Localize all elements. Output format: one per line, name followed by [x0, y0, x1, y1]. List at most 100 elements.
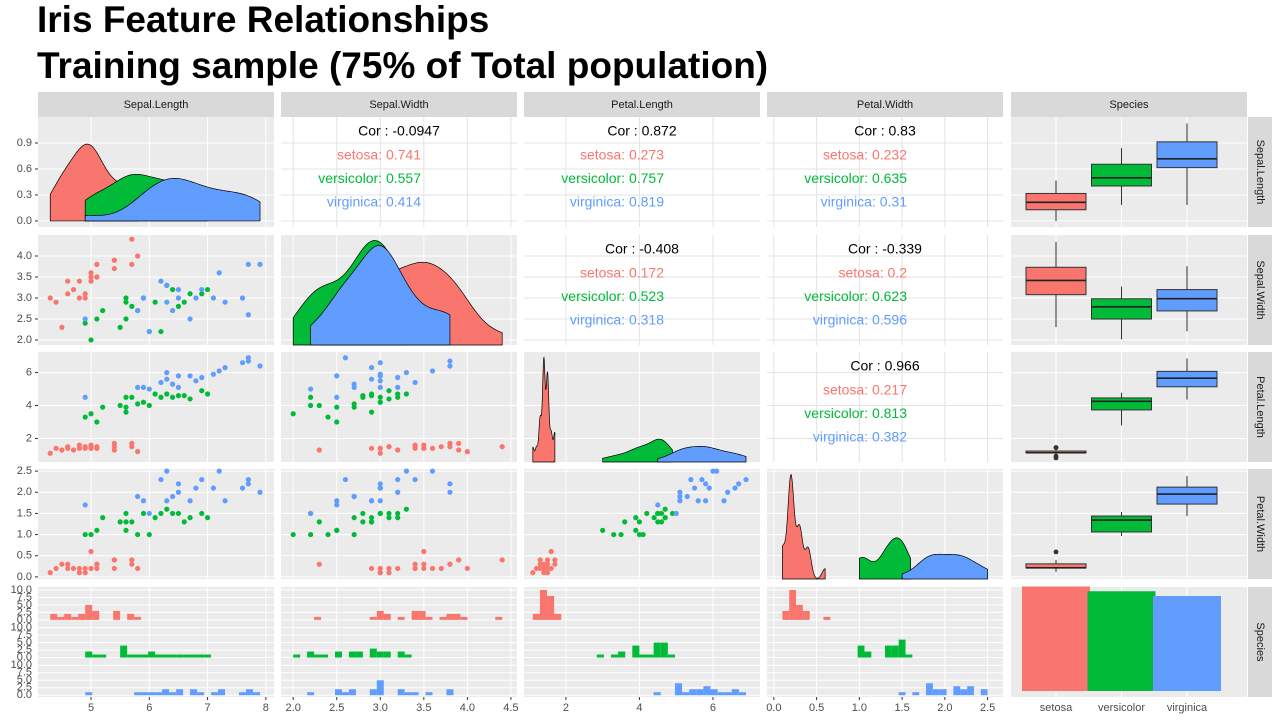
histogram-bar [383, 651, 391, 658]
y-tick-label: 3.0 [17, 292, 32, 304]
histogram-bar [253, 692, 261, 696]
point [129, 303, 135, 309]
density [901, 553, 988, 580]
point [544, 561, 551, 567]
point [308, 510, 314, 517]
point [464, 449, 470, 455]
histogram-bar [341, 692, 349, 696]
point [111, 557, 117, 563]
histogram-bar [596, 654, 604, 658]
point [456, 447, 462, 453]
point [53, 299, 59, 305]
point [94, 565, 100, 572]
point [334, 502, 340, 508]
y-tick-label: 2.0 [17, 486, 32, 498]
point [187, 291, 193, 297]
box [1091, 163, 1152, 187]
point [210, 485, 216, 491]
point [736, 481, 742, 487]
point [618, 531, 624, 538]
x-tick-label: 2.5 [980, 702, 995, 714]
histogram-bar [176, 654, 184, 658]
point [140, 498, 147, 504]
point [47, 570, 53, 576]
y-tick-label: 0.0 [17, 651, 32, 663]
point [684, 493, 690, 500]
y-tick-label: 0.0 [17, 614, 32, 626]
x-tick-label: 2.0 [286, 702, 301, 714]
point [135, 384, 141, 391]
point [164, 369, 170, 376]
strip [1248, 117, 1272, 227]
point [181, 299, 187, 305]
point [140, 399, 147, 405]
point [94, 561, 100, 567]
strip-label: Petal.Length [1254, 376, 1266, 438]
histogram-bar [314, 616, 322, 620]
point [438, 565, 444, 572]
y-tick-label: 7.5 [17, 667, 32, 679]
histogram-bar [646, 654, 654, 658]
point [175, 295, 182, 301]
point [129, 557, 135, 563]
histogram-bar [348, 651, 356, 658]
point [70, 447, 77, 453]
point [82, 295, 88, 301]
histogram-bar [411, 610, 419, 620]
x-tick-label: 0.0 [766, 702, 781, 714]
point [88, 565, 94, 572]
point [146, 386, 152, 392]
point [111, 447, 117, 453]
panel [281, 352, 517, 462]
point [94, 419, 100, 425]
point [360, 394, 366, 400]
histogram-bar [197, 692, 205, 696]
histogram-bar [453, 613, 461, 620]
histogram-bar [162, 654, 170, 658]
y-tick-label: 4.0 [17, 250, 32, 262]
point [308, 386, 314, 392]
point [386, 510, 392, 517]
histogram-bar [355, 651, 363, 658]
point [377, 485, 383, 491]
strip [1248, 469, 1272, 579]
histogram-bar [618, 651, 626, 658]
point [447, 358, 453, 364]
point [316, 402, 322, 409]
point [429, 468, 436, 474]
point [111, 565, 117, 572]
point [421, 548, 427, 555]
histogram-bar [696, 689, 704, 696]
histogram-bar [980, 689, 988, 696]
point [245, 355, 251, 361]
x-tick-label: 2.0 [937, 702, 952, 714]
point [308, 394, 314, 400]
outlier [1053, 453, 1059, 459]
histogram-bar [547, 595, 555, 620]
histogram-bar [905, 654, 913, 658]
point [164, 468, 170, 474]
histogram-bar [376, 680, 384, 696]
point [714, 468, 720, 474]
point [533, 565, 540, 572]
y-tick-label: 0.3 [17, 189, 32, 201]
point [152, 299, 158, 305]
point [403, 391, 410, 397]
point [88, 337, 94, 343]
correlation: Cor : -0.0947 [358, 123, 440, 139]
group-correlation: virginica: 0.819 [570, 194, 664, 210]
point [395, 510, 401, 517]
x-tick-label: 3.5 [416, 702, 431, 714]
histogram-bar [532, 613, 540, 620]
x-tick-label: 7 [205, 702, 211, 714]
histogram-bar [204, 654, 212, 658]
point [706, 485, 712, 491]
histogram-bar [369, 689, 377, 696]
point [222, 299, 228, 305]
y-tick-label: 2 [26, 432, 32, 444]
y-tick-label: 3.5 [17, 271, 32, 283]
density [858, 537, 912, 580]
point [421, 442, 427, 448]
correlation: Cor : 0.966 [850, 358, 919, 374]
point [499, 444, 505, 450]
